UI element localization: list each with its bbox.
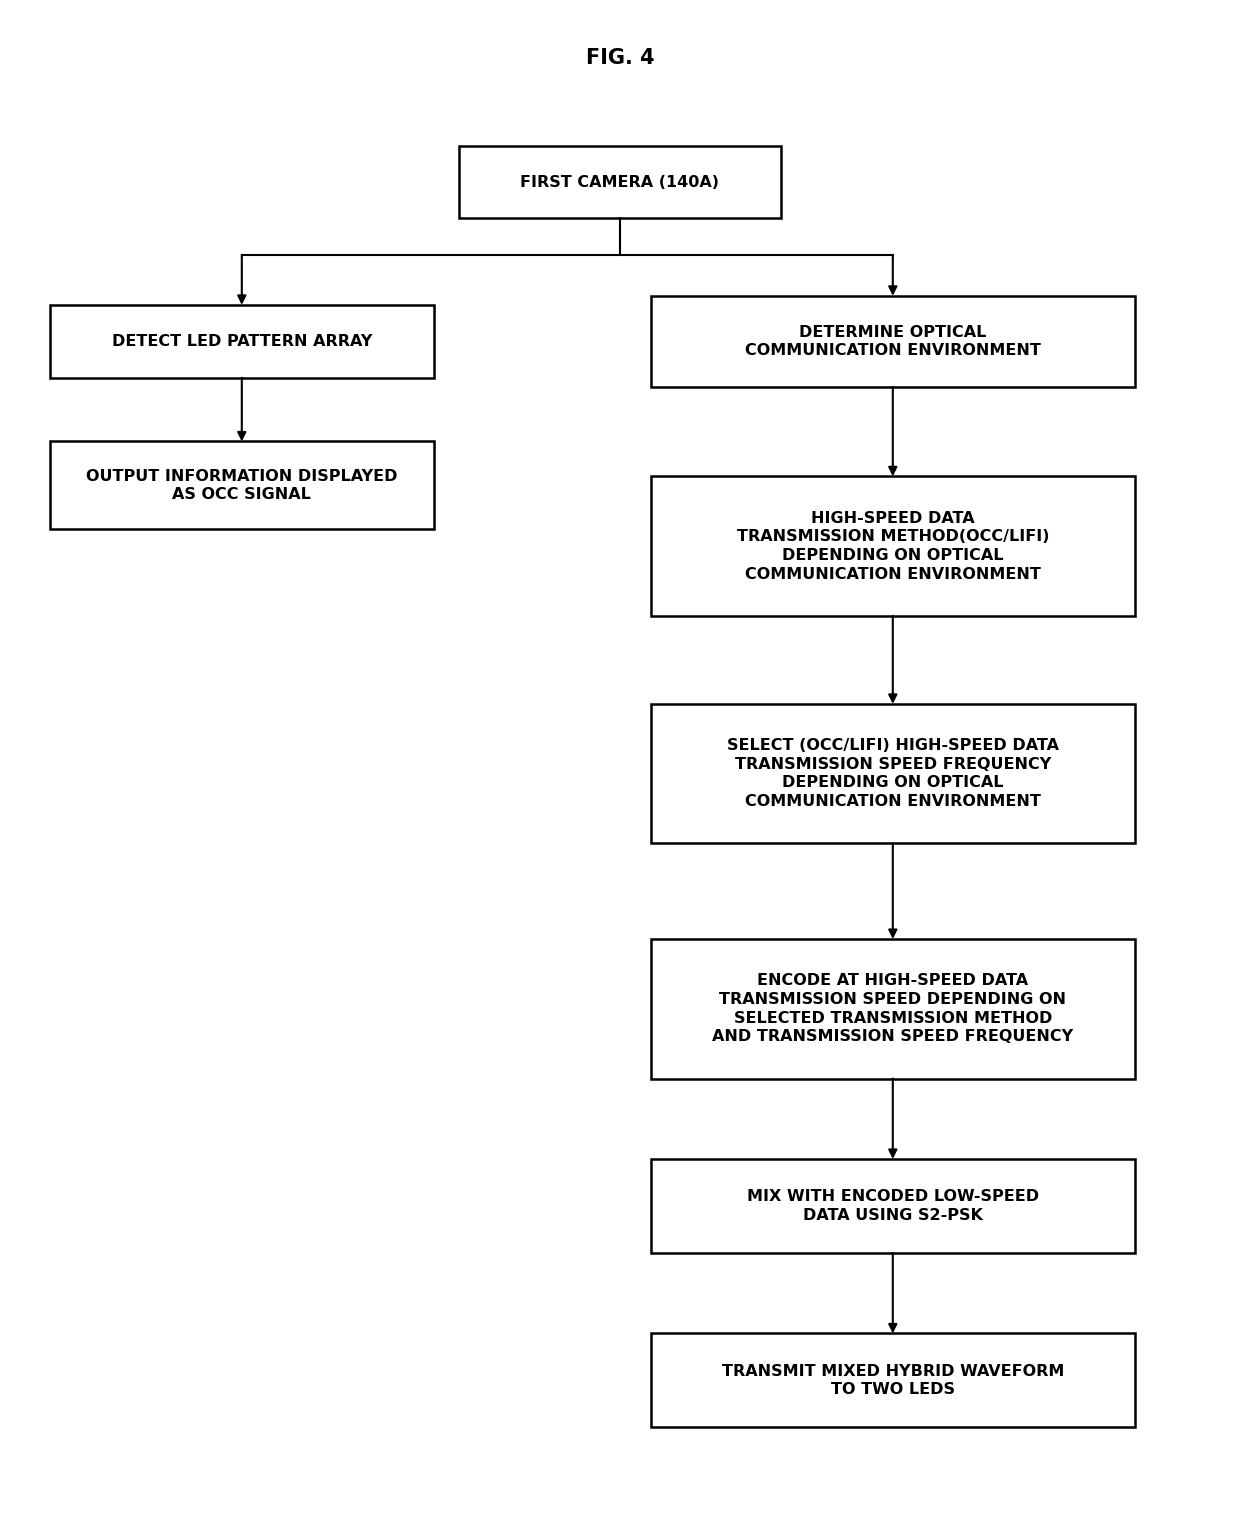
- Bar: [651, 704, 1135, 843]
- Bar: [651, 939, 1135, 1079]
- Bar: [651, 476, 1135, 616]
- Text: HIGH-SPEED DATA
TRANSMISSION METHOD(OCC/LIFI)
DEPENDING ON OPTICAL
COMMUNICATION: HIGH-SPEED DATA TRANSMISSION METHOD(OCC/…: [737, 511, 1049, 581]
- Bar: [459, 146, 781, 218]
- Bar: [651, 1333, 1135, 1427]
- Text: OUTPUT INFORMATION DISPLAYED
AS OCC SIGNAL: OUTPUT INFORMATION DISPLAYED AS OCC SIGN…: [86, 469, 398, 502]
- Text: ENCODE AT HIGH-SPEED DATA
TRANSMISSION SPEED DEPENDING ON
SELECTED TRANSMISSION : ENCODE AT HIGH-SPEED DATA TRANSMISSION S…: [712, 974, 1074, 1044]
- Text: TRANSMIT MIXED HYBRID WAVEFORM
TO TWO LEDS: TRANSMIT MIXED HYBRID WAVEFORM TO TWO LE…: [722, 1364, 1064, 1397]
- Text: FIG. 4: FIG. 4: [585, 47, 655, 68]
- Bar: [651, 296, 1135, 387]
- Bar: [50, 305, 434, 378]
- Text: DETECT LED PATTERN ARRAY: DETECT LED PATTERN ARRAY: [112, 334, 372, 349]
- Text: DETERMINE OPTICAL
COMMUNICATION ENVIRONMENT: DETERMINE OPTICAL COMMUNICATION ENVIRONM…: [745, 325, 1040, 358]
- Text: SELECT (OCC/LIFI) HIGH-SPEED DATA
TRANSMISSION SPEED FREQUENCY
DEPENDING ON OPTI: SELECT (OCC/LIFI) HIGH-SPEED DATA TRANSM…: [727, 739, 1059, 809]
- Bar: [651, 1159, 1135, 1253]
- Bar: [50, 441, 434, 529]
- Text: MIX WITH ENCODED LOW-SPEED
DATA USING S2-PSK: MIX WITH ENCODED LOW-SPEED DATA USING S2…: [746, 1189, 1039, 1223]
- Text: FIRST CAMERA (140A): FIRST CAMERA (140A): [521, 174, 719, 190]
